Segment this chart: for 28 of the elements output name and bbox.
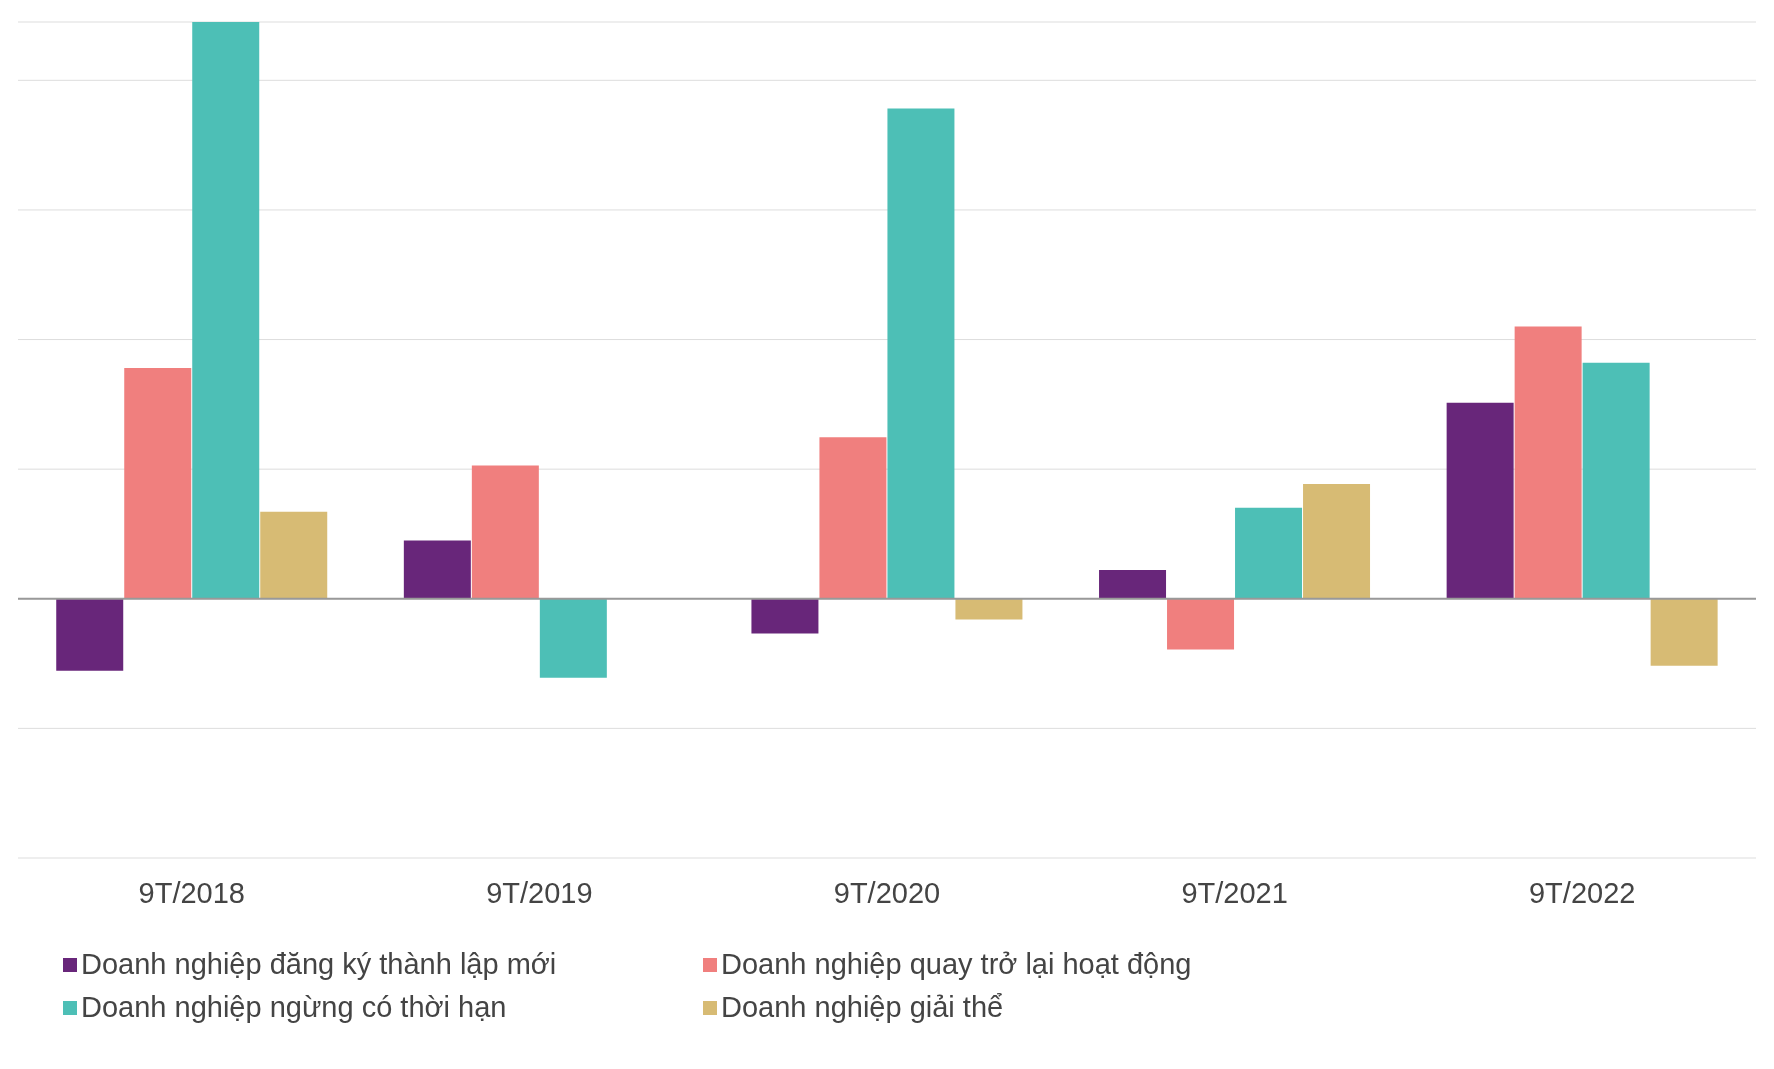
bar — [471, 465, 539, 599]
legend-label: Doanh nghiệp giải thể — [721, 991, 1004, 1024]
bar — [1650, 598, 1718, 666]
bar — [819, 437, 887, 599]
bar — [1514, 326, 1582, 599]
bar — [192, 22, 260, 599]
bar — [1099, 569, 1167, 599]
bar — [1582, 362, 1650, 599]
x-tick-label: 9T/2020 — [833, 876, 941, 909]
bar — [1446, 402, 1514, 599]
bar — [56, 598, 124, 671]
bar — [1167, 598, 1235, 650]
bar — [751, 598, 819, 634]
bar — [955, 598, 1023, 620]
legend-label: Doanh nghiệp ngừng có thời hạn — [81, 991, 507, 1024]
bar — [124, 368, 192, 599]
x-tick-label: 9T/2021 — [1181, 876, 1288, 909]
bar — [1235, 507, 1303, 599]
legend-label: Doanh nghiệp đăng ký thành lập mới — [81, 948, 557, 981]
x-tick-label: 9T/2018 — [138, 876, 246, 909]
bar — [260, 511, 328, 599]
x-tick-label: 9T/2019 — [486, 876, 593, 909]
x-tick-label: 9T/2022 — [1528, 876, 1636, 909]
bar — [539, 598, 607, 678]
bar — [403, 540, 471, 599]
legend-label: Doanh nghiệp quay trở lại hoạt động — [721, 948, 1192, 981]
bar — [887, 108, 955, 599]
bar — [1303, 484, 1371, 599]
